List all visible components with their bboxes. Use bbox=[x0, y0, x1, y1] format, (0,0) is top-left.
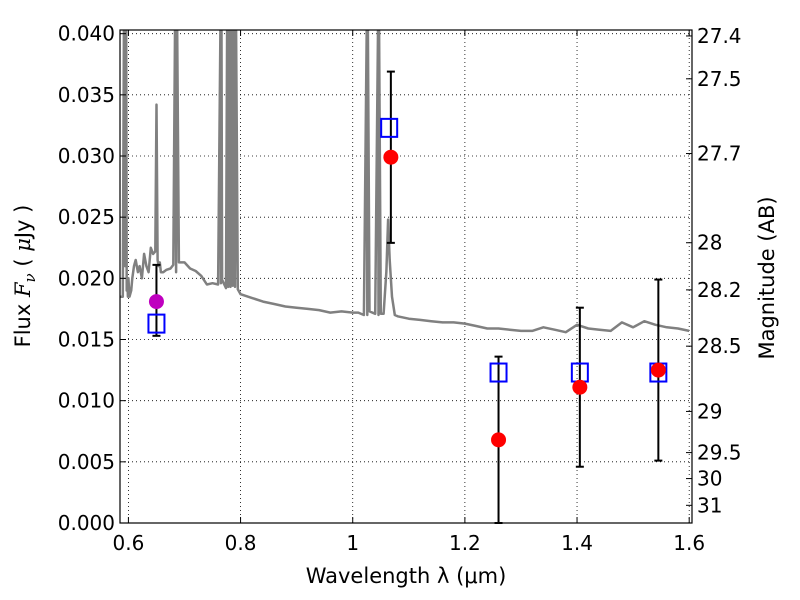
y2-tick-label: 29.5 bbox=[697, 441, 742, 465]
y2-tick-label: 29 bbox=[697, 399, 722, 423]
model-photometry-square bbox=[147, 313, 166, 334]
x-tick-labels: 0.6 0.8 1 1.2 1.4 1.6 bbox=[113, 531, 706, 555]
y-axis-label-mid: ( bbox=[11, 252, 35, 274]
x-tick-label: 1.4 bbox=[561, 531, 593, 555]
y-tick-label: 0.020 bbox=[58, 266, 115, 290]
y-axis-label-pre: Flux bbox=[11, 297, 35, 347]
model-photometry-square bbox=[489, 362, 508, 383]
observed-point bbox=[383, 149, 399, 165]
sed-model-line bbox=[120, 30, 690, 334]
y-axis-label-symbol: F bbox=[11, 281, 35, 298]
y2-tick-label: 28.5 bbox=[697, 334, 742, 358]
grid-lines bbox=[120, 30, 692, 523]
y2-tick-label: 27.4 bbox=[697, 24, 742, 48]
y-tick-label: 0.005 bbox=[58, 450, 115, 474]
y-tick-labels: 0.000 0.005 0.010 0.015 0.020 0.025 0.030 0.035… bbox=[58, 22, 115, 535]
y-axis-label: Flux Fν ( μJy ) bbox=[11, 205, 39, 348]
y-tick-label: 0.010 bbox=[58, 389, 115, 413]
model-photometry-square bbox=[380, 117, 399, 138]
y2-tick-label: 27.5 bbox=[697, 67, 742, 91]
plot-background bbox=[120, 30, 692, 523]
x-axis-label: Wavelength λ (μm) bbox=[306, 564, 507, 588]
observed-point bbox=[491, 432, 507, 448]
y-tick-label: 0.025 bbox=[58, 205, 115, 229]
x-tick-label: 0.8 bbox=[225, 531, 257, 555]
x-tick-label: 1 bbox=[346, 531, 359, 555]
y2-tick-label: 30 bbox=[697, 467, 722, 491]
y2-tick-label: 28 bbox=[697, 231, 722, 255]
y-tick-label: 0.040 bbox=[58, 22, 115, 46]
y-tick-label: 0.000 bbox=[58, 511, 115, 535]
y-axis-label-subscript: ν bbox=[21, 273, 39, 282]
observed-point bbox=[572, 379, 588, 395]
y-tick-label: 0.015 bbox=[58, 328, 115, 352]
x-tick-label: 0.6 bbox=[113, 531, 145, 555]
y-tick-label: 0.035 bbox=[58, 83, 115, 107]
sed-model-layer bbox=[120, 30, 690, 334]
y2-tick-label: 28.2 bbox=[697, 278, 742, 302]
y-axis-label-mu: μ bbox=[11, 238, 35, 252]
y2-tick-label: 27.7 bbox=[697, 142, 742, 166]
y2-tick-label: 31 bbox=[697, 493, 722, 517]
observed-point bbox=[148, 294, 164, 310]
y-axis-label-post: Jy ) bbox=[11, 205, 35, 241]
plot-frame bbox=[119, 29, 693, 524]
observed-points-layer bbox=[148, 149, 666, 448]
y-tick-label: 0.030 bbox=[58, 144, 115, 168]
y2-axis-label: Magnitude (AB) bbox=[755, 196, 779, 359]
observed-point bbox=[650, 362, 666, 378]
tick-marks bbox=[120, 30, 692, 524]
x-tick-label: 1.6 bbox=[673, 531, 705, 555]
x-tick-label: 1.2 bbox=[449, 531, 481, 555]
